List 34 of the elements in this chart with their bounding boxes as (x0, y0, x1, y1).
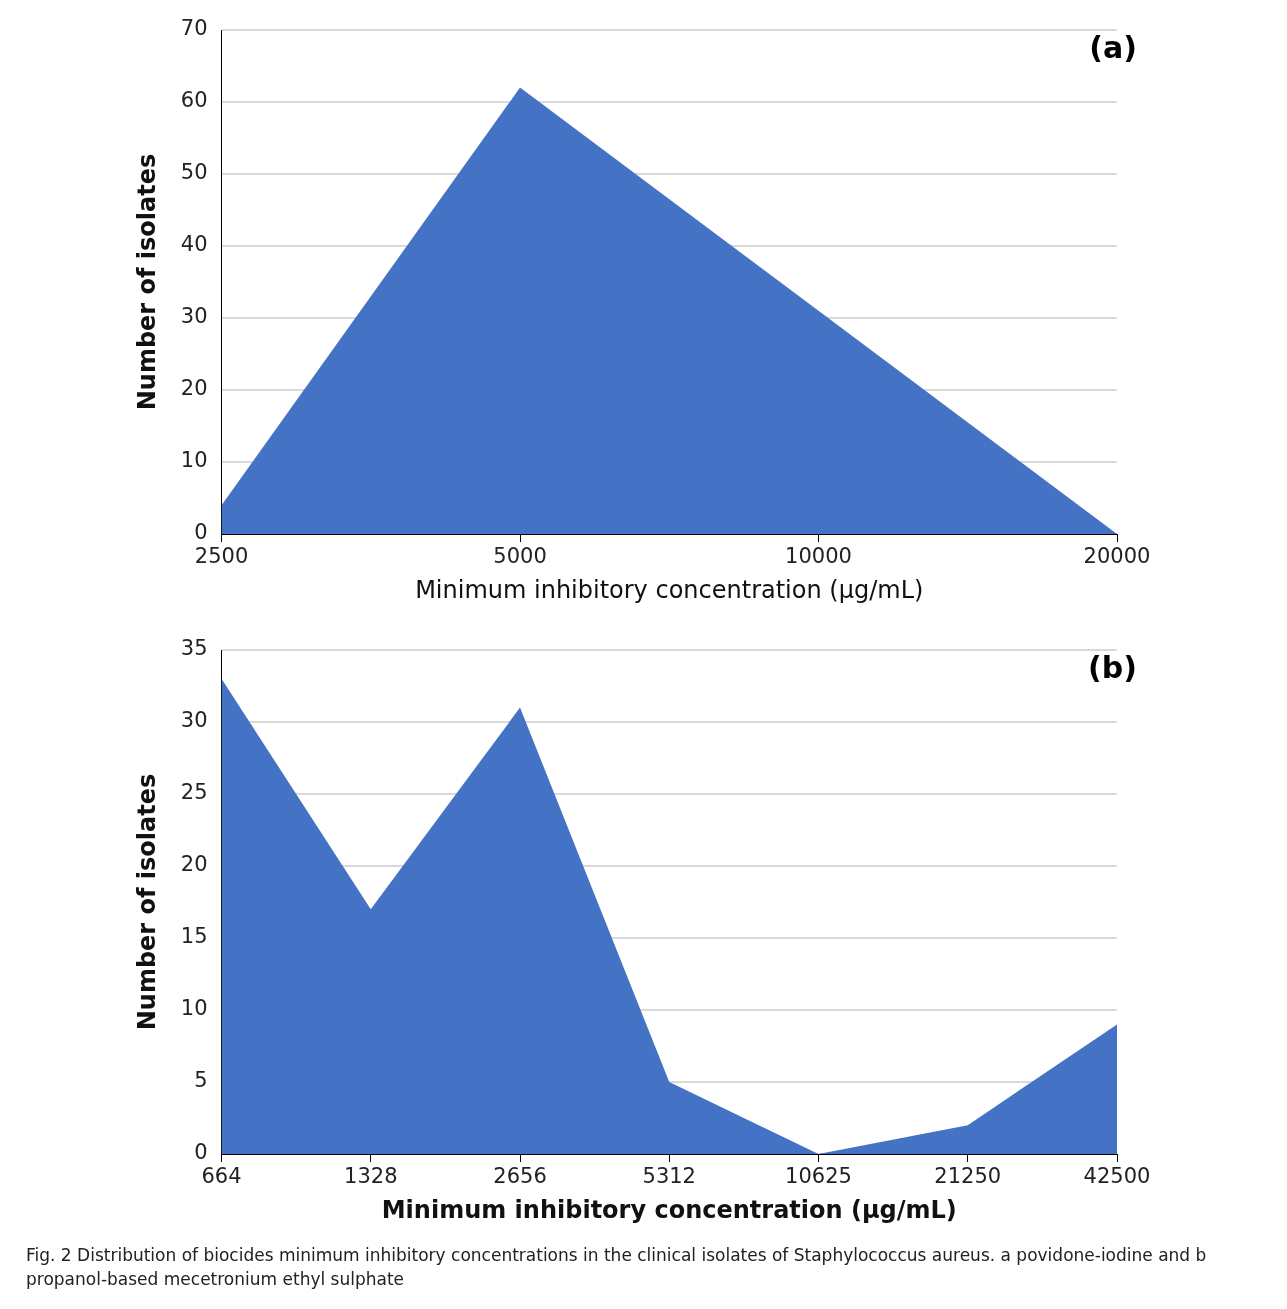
y-tick-label: 10 (180, 996, 208, 1021)
y-tick-label: 5 (194, 1068, 208, 1093)
x-tick-label: 20000 (1083, 544, 1151, 569)
x-axis-title: Minimum inhibitory concentration (µg/mL) (381, 1195, 957, 1224)
y-axis-title: Number of isolates (132, 153, 161, 411)
y-tick-label: 20 (180, 852, 208, 877)
x-tick-label: 2656 (493, 1164, 547, 1189)
caption: Fig. 2 Distribution of biocides minimum inhibitory concentrations in the clinical isolates of Staphylococcus aureus. a povidone-iodine and b propanol-based mecetronium ethyl sulphate (26, 1244, 1208, 1291)
x-tick-label: 2500 (194, 544, 249, 569)
y-tick-label: 50 (180, 160, 208, 185)
y-tick-label: 30 (180, 304, 208, 329)
annotation: (b) (1088, 649, 1137, 685)
y-tick-label: 25 (180, 780, 208, 805)
x-tick-label: 5312 (642, 1164, 696, 1189)
y-tick-label: 40 (180, 232, 208, 257)
x-axis-title: Minimum inhibitory concentration (µg/mL) (415, 575, 924, 604)
y-tick-label: 20 (180, 376, 208, 401)
x-tick-label: 10000 (785, 544, 852, 569)
x-tick-label: 1328 (344, 1164, 398, 1189)
y-tick-label: 15 (180, 924, 208, 949)
y-tick-label: 35 (180, 636, 208, 661)
x-tick-label: 10625 (785, 1164, 852, 1189)
x-tick-label: 21250 (934, 1164, 1002, 1189)
y-axis-title: Number of isolates (132, 773, 161, 1031)
x-tick-label: 664 (201, 1164, 242, 1189)
y-tick-label: 60 (180, 88, 208, 113)
annotation: (a) (1089, 29, 1137, 65)
y-tick-label: 70 (180, 16, 208, 41)
y-tick-label: 0 (194, 520, 208, 545)
x-tick-label: 42500 (1083, 1164, 1151, 1189)
x-tick-label: 5000 (493, 544, 547, 569)
y-tick-label: 30 (180, 708, 208, 733)
y-tick-label: 10 (180, 448, 208, 473)
y-tick-label: 0 (194, 1140, 208, 1165)
